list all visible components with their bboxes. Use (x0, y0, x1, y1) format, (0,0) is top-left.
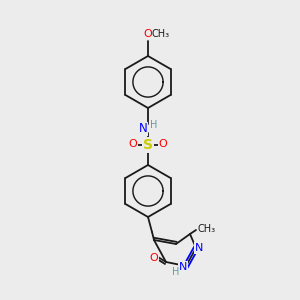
Text: N: N (139, 122, 147, 136)
Text: H: H (172, 267, 180, 277)
Text: O: O (129, 139, 137, 149)
Text: N: N (195, 243, 203, 253)
Text: O: O (159, 139, 167, 149)
Text: CH₃: CH₃ (152, 29, 170, 39)
Text: O: O (144, 29, 152, 39)
Text: CH₃: CH₃ (198, 224, 216, 234)
Text: H: H (150, 120, 158, 130)
Text: S: S (143, 138, 153, 152)
Text: O: O (150, 253, 158, 263)
Text: N: N (179, 262, 187, 272)
